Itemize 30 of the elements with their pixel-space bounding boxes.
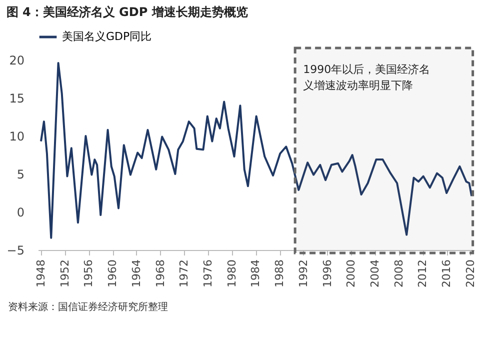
y-tick-label: −5 (6, 244, 24, 258)
chart-title: 图 4：美国经济名义 GDP 增速长期走势概览 (6, 5, 248, 19)
x-tick-label: 2020 (464, 260, 477, 288)
x-tick-label: 1980 (225, 260, 238, 288)
x-tick-label: 1984 (249, 260, 262, 288)
x-tick-label: 1960 (106, 260, 120, 288)
x-tick-label: 1988 (273, 260, 286, 288)
x-tick-label: 2012 (416, 260, 430, 288)
band-label: 1990年以后，美国经济名义增速波动率明显下降 (303, 63, 430, 92)
x-tick-label: 2000 (344, 260, 358, 288)
text: 资料来源：国信证券经济研究所整理 (8, 301, 168, 313)
x-tick-label: 2004 (368, 260, 382, 288)
x-tick-label: 1968 (154, 260, 167, 288)
legend-label: 美国名义GDP同比 (62, 30, 152, 43)
x-tick-label: 1992 (296, 260, 310, 288)
line-series (40, 62, 473, 239)
x-tick-label: 2016 (440, 260, 454, 288)
x-tick-label: 1996 (320, 260, 334, 288)
x-tick-label: 1948 (34, 260, 48, 288)
y-tick-label: 15 (9, 92, 24, 106)
y-tick-label: 5 (16, 168, 24, 182)
y-tick-label: 20 (9, 54, 24, 68)
x-tick-label: 1952 (58, 260, 72, 288)
x-tick-label: 2008 (392, 260, 406, 288)
x-tick-label: 1972 (178, 260, 191, 288)
x-tick-label: 1964 (130, 260, 143, 288)
x-tick-label: 1976 (201, 260, 214, 288)
y-tick-label: 0 (16, 206, 24, 220)
y-tick-label: 10 (9, 130, 24, 144)
x-tick-label: 1956 (82, 260, 96, 288)
